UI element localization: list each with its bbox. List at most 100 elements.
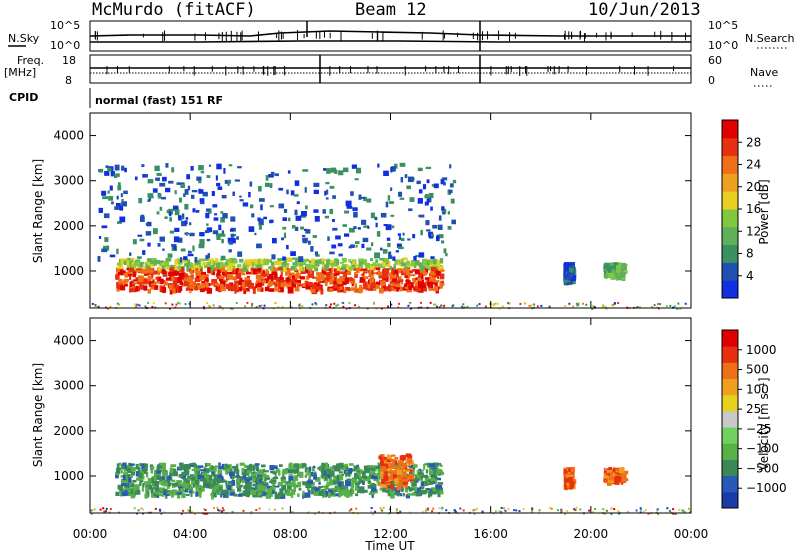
heatmap-cell bbox=[515, 509, 518, 512]
heatmap-cell bbox=[360, 479, 366, 484]
heatmap-cell bbox=[116, 285, 122, 291]
heatmap-cell bbox=[387, 459, 391, 463]
heatmap-cell bbox=[101, 190, 107, 196]
heatmap-cell bbox=[591, 304, 594, 307]
heatmap-cell bbox=[153, 493, 158, 497]
heatmap-cell bbox=[152, 279, 155, 284]
heatmap-cell bbox=[452, 304, 455, 307]
heatmap-cell bbox=[254, 463, 260, 466]
heatmap-cell bbox=[380, 307, 383, 310]
heatmap-cell bbox=[421, 469, 424, 472]
heatmap-cell bbox=[231, 479, 236, 486]
heatmap-cell bbox=[390, 459, 396, 462]
heatmap-cell bbox=[575, 506, 578, 509]
noise-tick-low-right: 10^0 bbox=[708, 39, 738, 52]
heatmap-cell bbox=[119, 216, 126, 223]
heatmap-cell bbox=[214, 213, 218, 216]
heatmap-cell bbox=[383, 456, 389, 460]
heatmap-cell bbox=[270, 171, 275, 176]
heatmap-cell bbox=[358, 486, 365, 491]
heatmap-cell bbox=[657, 512, 660, 515]
heatmap-cell bbox=[401, 464, 408, 467]
heatmap-cell bbox=[438, 234, 444, 239]
heatmap-cell bbox=[329, 208, 334, 215]
heatmap-cell bbox=[346, 277, 349, 283]
heatmap-cell bbox=[220, 217, 225, 223]
heatmap-cell bbox=[311, 490, 314, 495]
heatmap-cell bbox=[124, 284, 128, 287]
heatmap-cell bbox=[281, 305, 284, 308]
heatmap-cell bbox=[249, 204, 254, 209]
heatmap-cell bbox=[379, 257, 386, 261]
heatmap-cell bbox=[206, 208, 210, 212]
heatmap-cell bbox=[320, 258, 327, 262]
heatmap-cell bbox=[242, 475, 247, 480]
colorbar-swatch bbox=[722, 209, 738, 228]
y-tick-label: 4000 bbox=[53, 129, 84, 143]
heatmap-cell bbox=[129, 281, 132, 287]
heatmap-cell bbox=[232, 191, 235, 196]
heatmap-cell bbox=[333, 276, 338, 282]
heatmap-cell bbox=[605, 509, 608, 512]
heatmap-cell bbox=[154, 507, 157, 510]
heatmap-cell bbox=[282, 468, 288, 475]
heatmap-cell bbox=[295, 469, 300, 474]
heatmap-cell bbox=[439, 464, 443, 467]
heatmap-cell bbox=[437, 224, 443, 231]
heatmap-cell bbox=[309, 268, 313, 272]
heatmap-cell bbox=[282, 217, 287, 221]
heatmap-cell bbox=[413, 256, 417, 261]
heatmap-cell bbox=[278, 464, 283, 467]
heatmap-cell bbox=[258, 469, 262, 475]
heatmap-cell bbox=[388, 286, 392, 292]
heatmap-cell bbox=[212, 271, 216, 276]
heatmap-cell bbox=[196, 274, 200, 279]
heatmap-cell bbox=[121, 198, 124, 202]
heatmap-cell bbox=[672, 512, 675, 515]
heatmap-cell bbox=[608, 467, 613, 471]
heatmap-cell bbox=[174, 265, 180, 271]
heatmap-cell bbox=[192, 245, 195, 252]
heatmap-cell bbox=[415, 492, 421, 497]
heatmap-cell bbox=[274, 267, 279, 272]
heatmap-cell bbox=[311, 270, 314, 277]
heatmap-cell bbox=[459, 507, 462, 510]
heatmap-cell bbox=[666, 507, 669, 510]
heatmap-cell bbox=[271, 479, 277, 483]
heatmap-cell bbox=[270, 265, 275, 272]
heatmap-cell bbox=[169, 467, 174, 474]
heatmap-cell bbox=[397, 302, 400, 305]
heatmap-cell bbox=[165, 257, 172, 262]
heatmap-cell bbox=[591, 307, 594, 310]
heatmap-cell bbox=[312, 283, 317, 289]
heatmap-cell bbox=[367, 485, 373, 489]
heatmap-cell bbox=[130, 474, 133, 478]
heatmap-cell bbox=[189, 287, 192, 294]
heatmap-cell bbox=[302, 283, 306, 287]
heatmap-cell bbox=[622, 478, 629, 482]
heatmap-cell bbox=[223, 479, 226, 483]
heatmap-cell bbox=[314, 266, 319, 272]
heatmap-cell bbox=[211, 494, 214, 500]
heatmap-cell bbox=[144, 305, 147, 308]
heatmap-cell bbox=[278, 267, 284, 270]
heatmap-cell bbox=[375, 281, 381, 285]
heatmap-cell bbox=[176, 284, 179, 289]
heatmap-cell bbox=[298, 463, 302, 469]
heatmap-cell bbox=[156, 211, 160, 215]
heatmap-cell bbox=[180, 217, 184, 220]
heatmap-cell bbox=[181, 489, 185, 493]
heatmap-cell bbox=[260, 464, 266, 468]
heatmap-cell bbox=[388, 475, 395, 480]
heatmap-cell bbox=[221, 507, 224, 510]
heatmap-cell bbox=[183, 193, 186, 198]
heatmap-cell bbox=[187, 185, 191, 191]
heatmap-cell bbox=[267, 280, 273, 287]
heatmap-cell bbox=[115, 472, 119, 475]
heatmap-cell bbox=[147, 258, 151, 263]
heatmap-cell bbox=[179, 462, 184, 466]
heatmap-cell bbox=[228, 271, 233, 275]
heatmap-cell bbox=[335, 493, 339, 497]
heatmap-cell bbox=[320, 466, 325, 470]
heatmap-cell bbox=[406, 486, 410, 490]
